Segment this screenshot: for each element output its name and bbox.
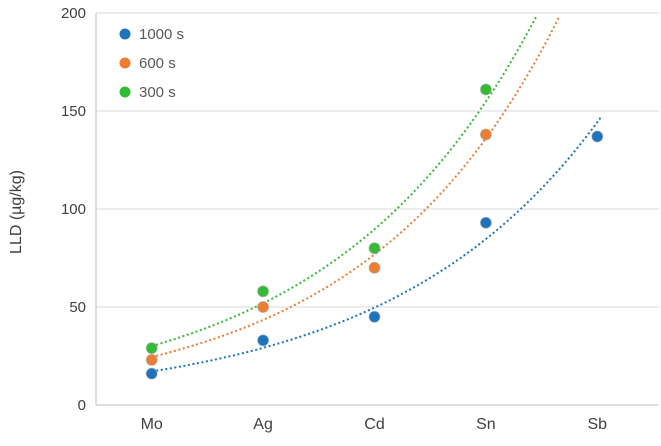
y-tick-label: 0 bbox=[78, 397, 86, 414]
point-300s-Mo bbox=[145, 342, 158, 355]
x-tick-label: Ag bbox=[253, 416, 273, 433]
x-axis-category-labels: Mo Ag Cd Sn Sb bbox=[141, 416, 608, 433]
x-tick-label: Sn bbox=[476, 416, 496, 433]
data-points bbox=[145, 83, 604, 380]
point-600s-Ag bbox=[257, 301, 270, 313]
point-300s-Cd bbox=[368, 242, 381, 255]
legend-label-300s: 300 s bbox=[139, 84, 176, 101]
trendline-300s bbox=[151, 14, 538, 348]
point-1000s-Ag bbox=[257, 334, 270, 347]
point-600s-Mo bbox=[145, 353, 158, 366]
x-tick-label: Cd bbox=[364, 416, 384, 433]
point-1000s-Mo bbox=[145, 367, 158, 380]
point-1000s-Sn bbox=[479, 216, 492, 229]
x-tick-label: Mo bbox=[141, 416, 163, 433]
legend-swatch-1000s bbox=[119, 28, 131, 40]
y-tick-label: 100 bbox=[61, 201, 86, 218]
legend-label-600s: 600 s bbox=[139, 55, 176, 72]
y-tick-label: 150 bbox=[61, 103, 86, 120]
y-tick-label: 200 bbox=[61, 5, 86, 22]
point-600s-Cd bbox=[368, 261, 381, 274]
x-tick-label: Sb bbox=[588, 416, 608, 433]
point-1000s-Cd bbox=[368, 310, 381, 323]
legend-swatch-600s bbox=[119, 57, 131, 69]
legend: 1000 s 600 s 300 s bbox=[119, 26, 184, 101]
legend-swatch-300s bbox=[119, 86, 131, 98]
trendline-1000s bbox=[151, 115, 603, 373]
point-300s-Sn bbox=[479, 83, 492, 96]
y-tick-label: 50 bbox=[69, 299, 86, 316]
point-300s-Ag bbox=[257, 285, 270, 298]
axis-lines bbox=[95, 13, 659, 406]
legend-label-1000s: 1000 s bbox=[139, 26, 184, 43]
trendline-600s bbox=[151, 15, 561, 358]
y-axis-tick-labels: 0 50 100 150 200 bbox=[61, 5, 86, 414]
point-600s-Sn bbox=[479, 128, 492, 141]
trendlines bbox=[151, 14, 603, 373]
point-1000s-Sb bbox=[591, 130, 604, 143]
y-axis-title: LLD (µg/kg) bbox=[8, 170, 25, 254]
